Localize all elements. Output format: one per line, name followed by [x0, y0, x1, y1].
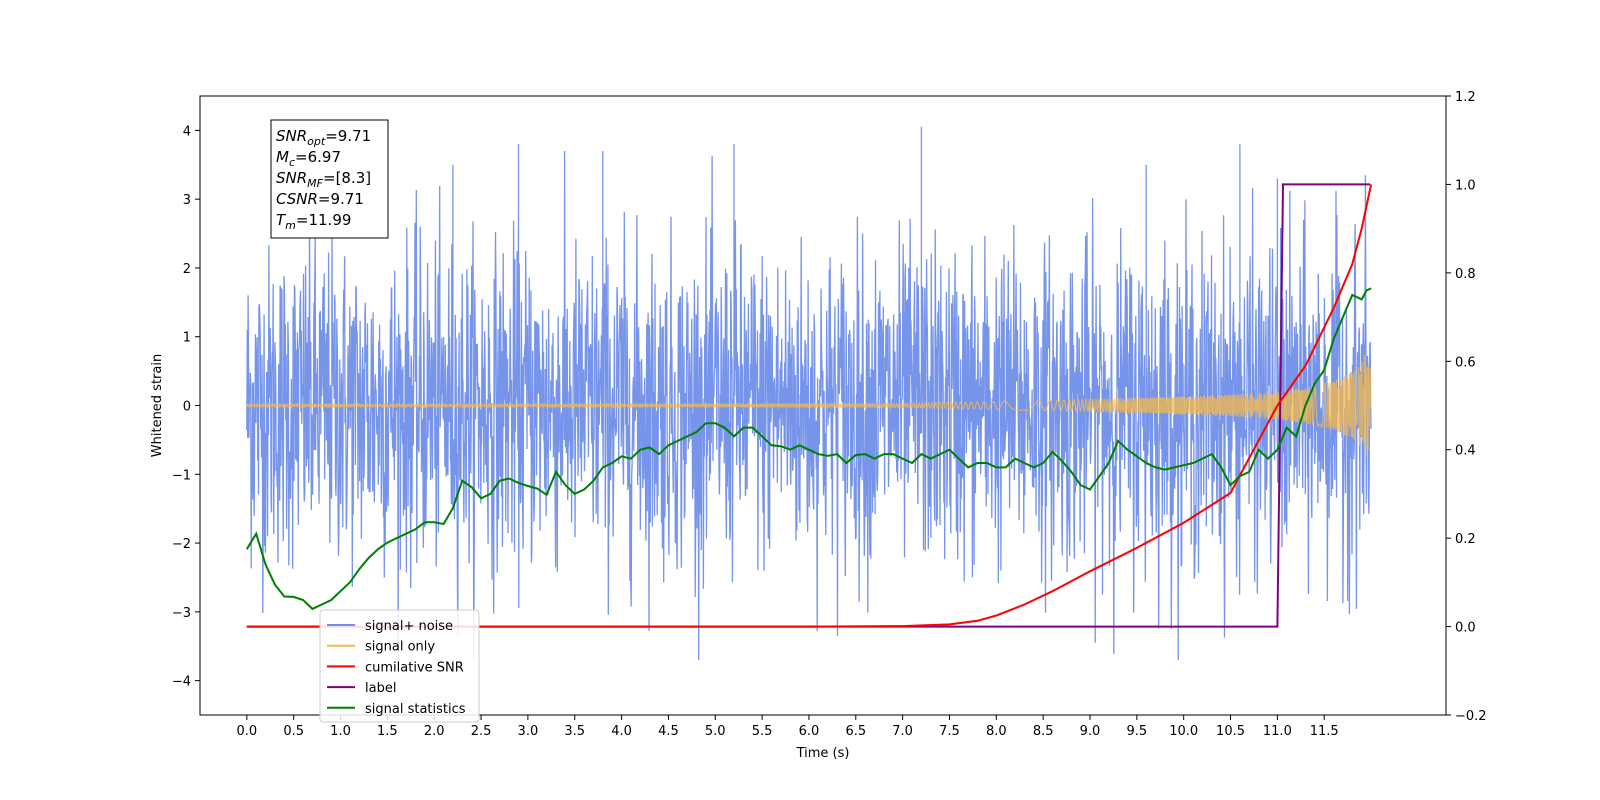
- annotation-symbol: SNR: [276, 127, 307, 145]
- annotation-subscript: m: [285, 219, 296, 232]
- y-right-tick-label: 1.2: [1455, 90, 1476, 105]
- y-left-tick-label: −2: [172, 537, 191, 552]
- annotation-value: =9.71: [325, 127, 371, 145]
- x-tick-label: 2.0: [424, 724, 445, 739]
- y-left-tick-label: 3: [183, 193, 191, 208]
- annotation-symbol: CSNR: [276, 190, 318, 208]
- x-tick-label: 5.5: [752, 724, 773, 739]
- x-tick-label: 10.0: [1169, 724, 1198, 739]
- x-tick-label: 8.5: [1033, 724, 1054, 739]
- y-left-tick-label: −3: [172, 606, 191, 621]
- series-signal-statistics: [245, 287, 1372, 611]
- annotation-line: Tm=11.99: [276, 211, 351, 232]
- y-right-tick-label: 0.2: [1455, 532, 1476, 547]
- x-tick-label: 3.0: [518, 724, 539, 739]
- annotation-subscript: opt: [307, 135, 326, 148]
- x-tick-label: 4.5: [658, 724, 679, 739]
- x-tick-label: 1.5: [377, 724, 398, 739]
- series-signal-noise: [246, 126, 1372, 661]
- annotation-subscript: c: [289, 156, 295, 169]
- annotation-line: SNRMF=[8.3]: [276, 169, 371, 190]
- annotation-line: Mc=6.97: [276, 148, 341, 169]
- legend-box: [319, 609, 480, 723]
- y-left-tick-label: −1: [172, 468, 191, 483]
- annotation-symbol: SNR: [276, 169, 307, 187]
- x-tick-label: 9.5: [1126, 724, 1147, 739]
- y-left-tick-label: 0: [183, 400, 191, 415]
- y-left-tick-label: 4: [183, 124, 191, 139]
- annotation-subscript: MF: [307, 177, 323, 190]
- annotation-value: =6.97: [295, 148, 341, 166]
- y-right-tick-label: 0.4: [1455, 444, 1476, 459]
- legend-label: cumilative SNR: [365, 660, 464, 675]
- series-signal-only: [246, 354, 1372, 456]
- y-axis-label: Whitened strain: [150, 354, 165, 457]
- x-tick-label: 9.0: [1080, 724, 1101, 739]
- annotation-symbol: T: [276, 211, 287, 229]
- y-right-tick-label: −0.2: [1455, 709, 1487, 724]
- x-tick-label: 0.0: [236, 724, 257, 739]
- y-right-tick-label: 0.6: [1455, 355, 1476, 370]
- legend-label: signal+ noise: [365, 619, 453, 634]
- y-right-tick-label: 1.0: [1455, 178, 1476, 193]
- y-right-tick-label: 0.0: [1455, 621, 1476, 636]
- x-tick-label: 2.5: [471, 724, 492, 739]
- x-tick-label: 7.5: [939, 724, 960, 739]
- y-left-tick-label: −4: [172, 675, 191, 690]
- legend-label: signal only: [365, 640, 435, 655]
- y-left-tick-label: 2: [183, 262, 191, 277]
- x-tick-label: 5.0: [705, 724, 726, 739]
- x-tick-label: 11.0: [1263, 724, 1292, 739]
- annotation-box: [270, 119, 389, 239]
- annotation-line: SNRopt=9.71: [276, 127, 371, 148]
- x-tick-label: 4.0: [611, 724, 632, 739]
- x-tick-label: 7.0: [892, 724, 913, 739]
- annotation-value: =[8.3]: [323, 169, 371, 187]
- annotation-value: =11.99: [296, 211, 352, 229]
- legend-label: label: [365, 681, 396, 696]
- y-left-tick-label: 1: [183, 331, 191, 346]
- x-tick-label: 10.5: [1216, 724, 1245, 739]
- legend-label: signal statistics: [365, 702, 466, 717]
- x-tick-label: 6.0: [799, 724, 820, 739]
- x-tick-label: 0.5: [283, 724, 304, 739]
- x-tick-label: 3.5: [564, 724, 585, 739]
- annotation-symbol: M: [276, 148, 289, 166]
- series-cumulative-snr: [246, 184, 1373, 628]
- y-right-tick-label: 0.8: [1455, 267, 1476, 282]
- x-tick-label: 11.5: [1310, 724, 1339, 739]
- x-axis-label: Time (s): [796, 746, 850, 761]
- x-tick-label: 1.0: [330, 724, 351, 739]
- annotation-line: CSNR=9.71: [276, 190, 364, 208]
- x-tick-label: 6.5: [845, 724, 866, 739]
- x-tick-label: 8.0: [986, 724, 1007, 739]
- annotation-value: =9.71: [318, 190, 364, 208]
